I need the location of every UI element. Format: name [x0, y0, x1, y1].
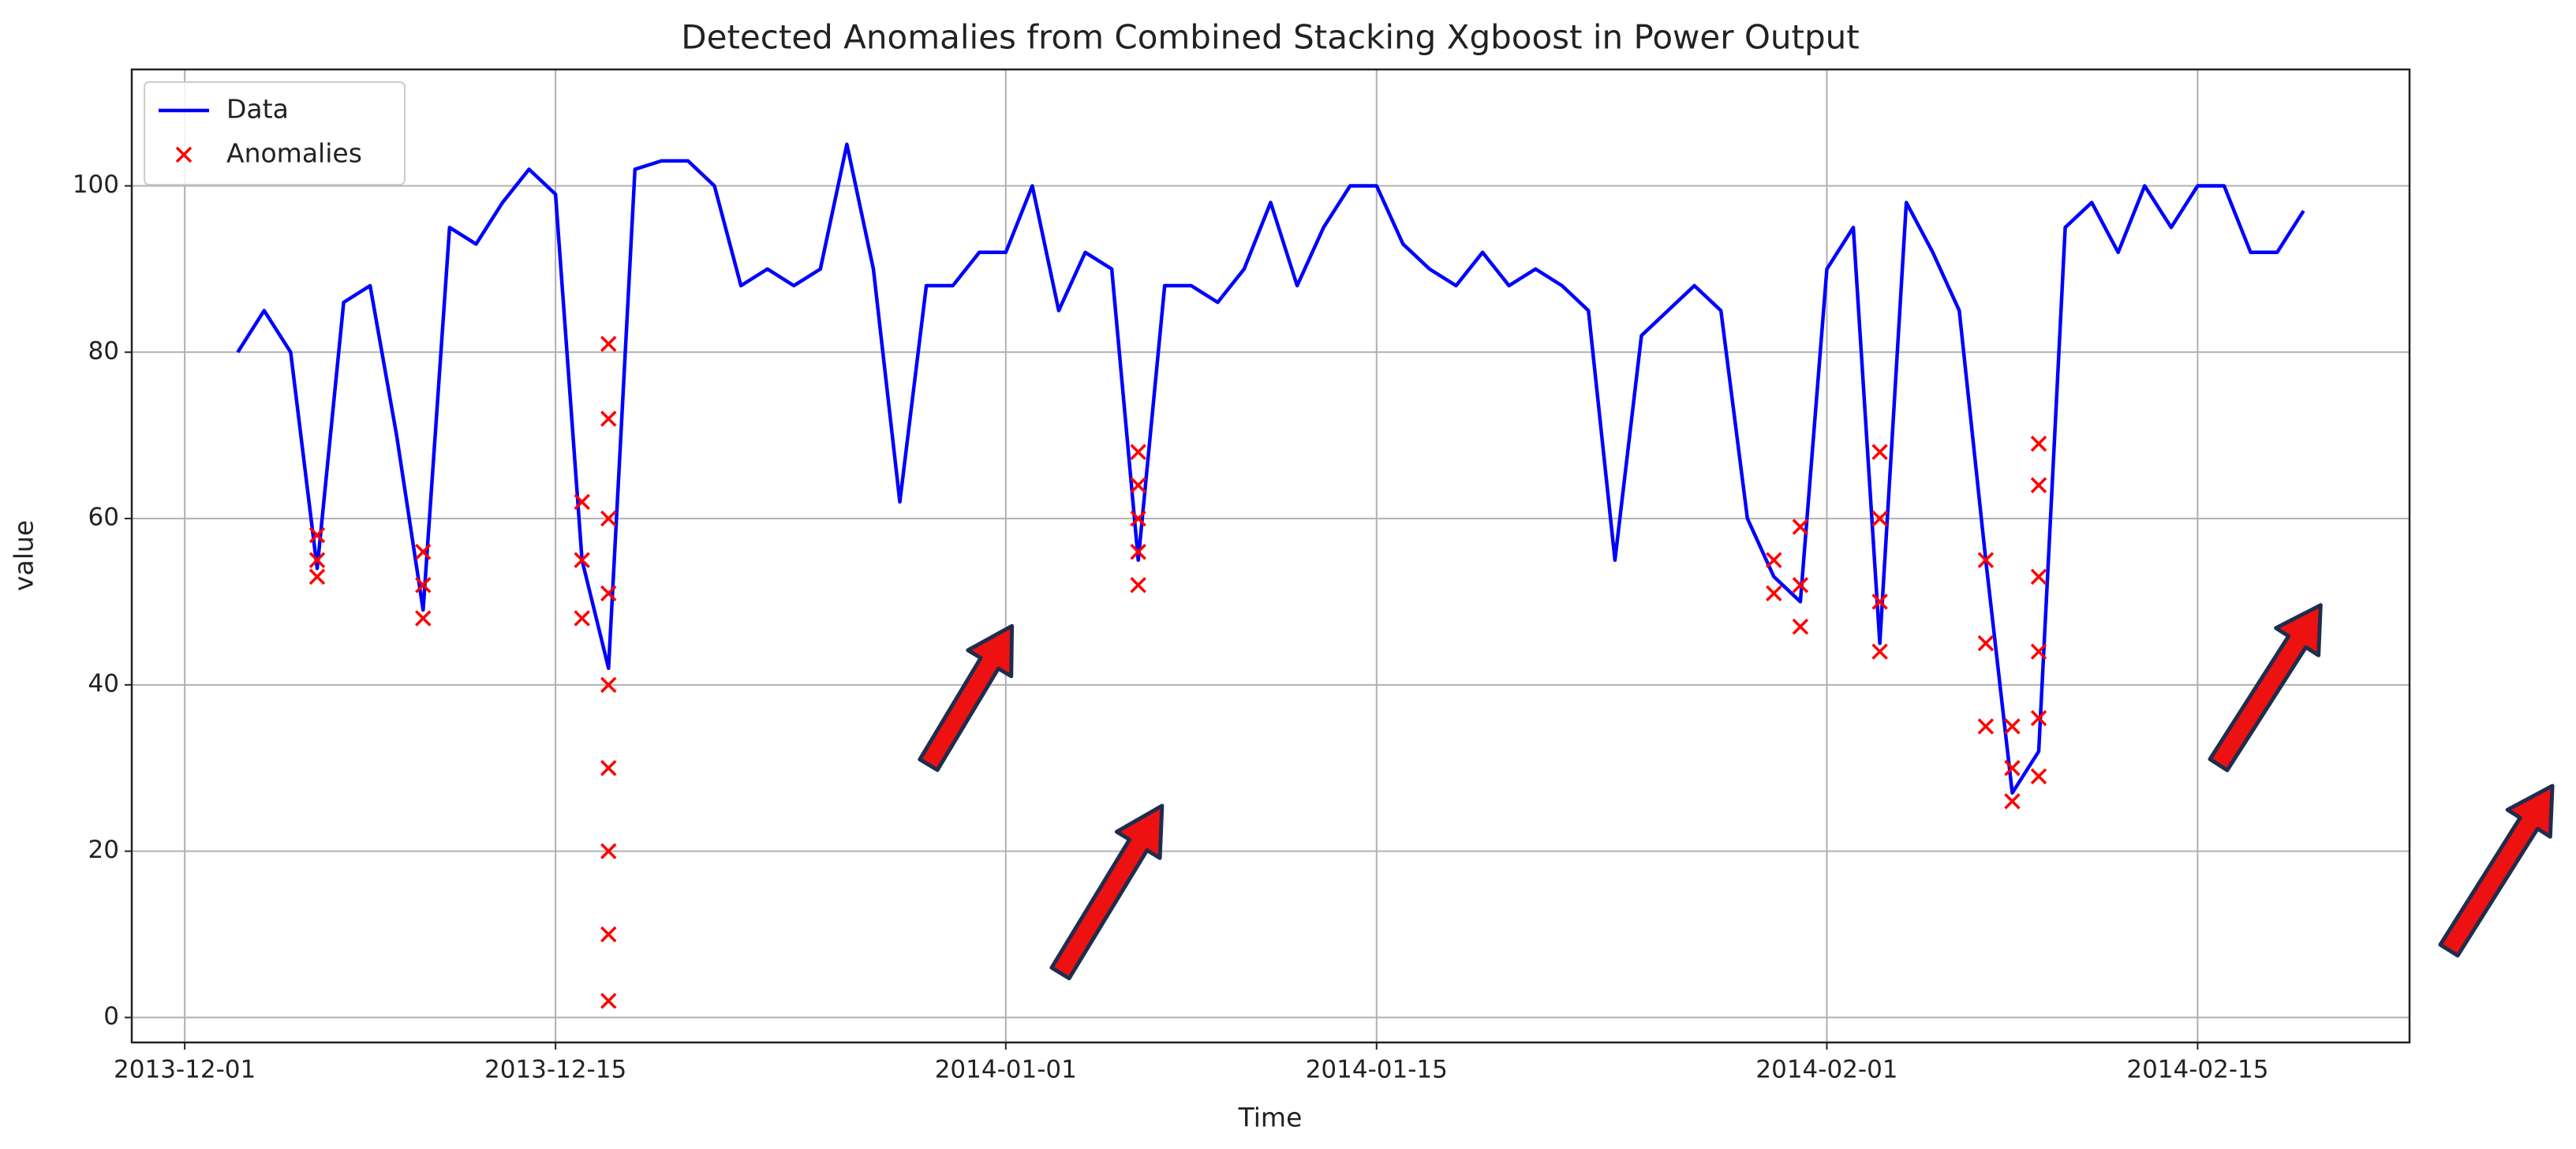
anomaly-marker [2030, 643, 2047, 660]
anomaly-marker [308, 568, 326, 586]
legend-label: Data [226, 94, 289, 125]
anomaly-marker [574, 552, 590, 569]
anomaly-marker [308, 526, 326, 544]
anomaly-marker [600, 926, 617, 943]
anomaly-marker [600, 410, 617, 427]
x-axis-label: Time [1238, 1102, 1303, 1133]
anomaly-marker [600, 335, 617, 353]
anomaly-marker [600, 510, 617, 527]
anomaly-marker [1871, 444, 1888, 461]
x-tick-label: 2013-12-15 [484, 1056, 626, 1084]
chart-title: Detected Anomalies from Combined Stackin… [681, 18, 1859, 57]
anomaly-marker [1871, 643, 1888, 660]
annotation-arrows [918, 603, 2555, 981]
arrow [2208, 603, 2323, 773]
y-tick-label: 0 [103, 1002, 119, 1031]
anomaly-marker [415, 543, 432, 560]
anomaly-marker [1766, 552, 1782, 569]
y-tick-label: 60 [88, 503, 119, 532]
arrow [2438, 784, 2555, 958]
y-axis-label: value [9, 520, 39, 591]
x-tick-label: 2014-02-15 [2126, 1056, 2268, 1084]
x-tick-label: 2014-02-01 [1755, 1056, 1897, 1084]
anomaly-marker [2004, 793, 2021, 810]
anomaly-marker [2030, 768, 2047, 785]
anomaly-marker [1130, 510, 1146, 527]
anomaly-marker [1871, 510, 1888, 527]
y-tick-label: 40 [88, 669, 119, 698]
anomaly-marker [1130, 444, 1146, 461]
y-tick-label: 20 [88, 836, 119, 864]
anomaly-marker [308, 552, 326, 569]
anomaly-marker [2030, 435, 2047, 452]
x-tick-label: 2013-12-01 [114, 1056, 256, 1084]
plot-area [130, 68, 2411, 1044]
anomaly-marker [600, 676, 617, 694]
anomaly-marker [1977, 718, 1995, 735]
anomaly-marker [1792, 618, 1809, 635]
anomaly-marker [2030, 709, 2047, 727]
anomaly-marker [415, 610, 432, 627]
y-tick-label: 100 [73, 170, 119, 199]
anomaly-marker [2030, 477, 2047, 494]
anomaly-marker [1792, 518, 1809, 535]
arrow [1049, 803, 1165, 981]
grid: 0 20 40 60 80 100 2013-12-01 2013-12-15 2014-01-… [73, 69, 2410, 1084]
anomaly-marker [415, 577, 432, 593]
x-tick-label: 2014-01-15 [1306, 1056, 1448, 1084]
axes-frame [130, 68, 2411, 1044]
anomaly-marker [600, 585, 617, 602]
anomaly-marker [600, 759, 617, 777]
anomaly-marker [574, 610, 590, 627]
anomaly-marker [2030, 568, 2047, 586]
anomaly-marker [1130, 477, 1146, 494]
anomaly-marker [2004, 759, 2021, 777]
legend-box [144, 81, 406, 185]
x-tick-label: 2014-01-01 [935, 1056, 1077, 1084]
y-tick-label: 80 [88, 337, 119, 365]
anomaly-marker [600, 993, 617, 1009]
anomaly-marker [1871, 593, 1888, 610]
anomaly-marker [1766, 585, 1782, 602]
anomaly-marker [2004, 718, 2021, 735]
anomaly-marker [1130, 577, 1146, 593]
arrow [918, 623, 1015, 773]
legend: Data Anomalies [144, 81, 406, 185]
legend-marker [175, 146, 193, 163]
legend-label: Anomalies [226, 138, 362, 169]
anomaly-marker [1130, 543, 1146, 560]
anomaly-marker [600, 843, 617, 859]
anomaly-marker [574, 493, 590, 511]
anomaly-marker [1977, 634, 1995, 652]
anomaly-marker [1977, 552, 1995, 569]
anomaly-marker [1792, 577, 1809, 593]
